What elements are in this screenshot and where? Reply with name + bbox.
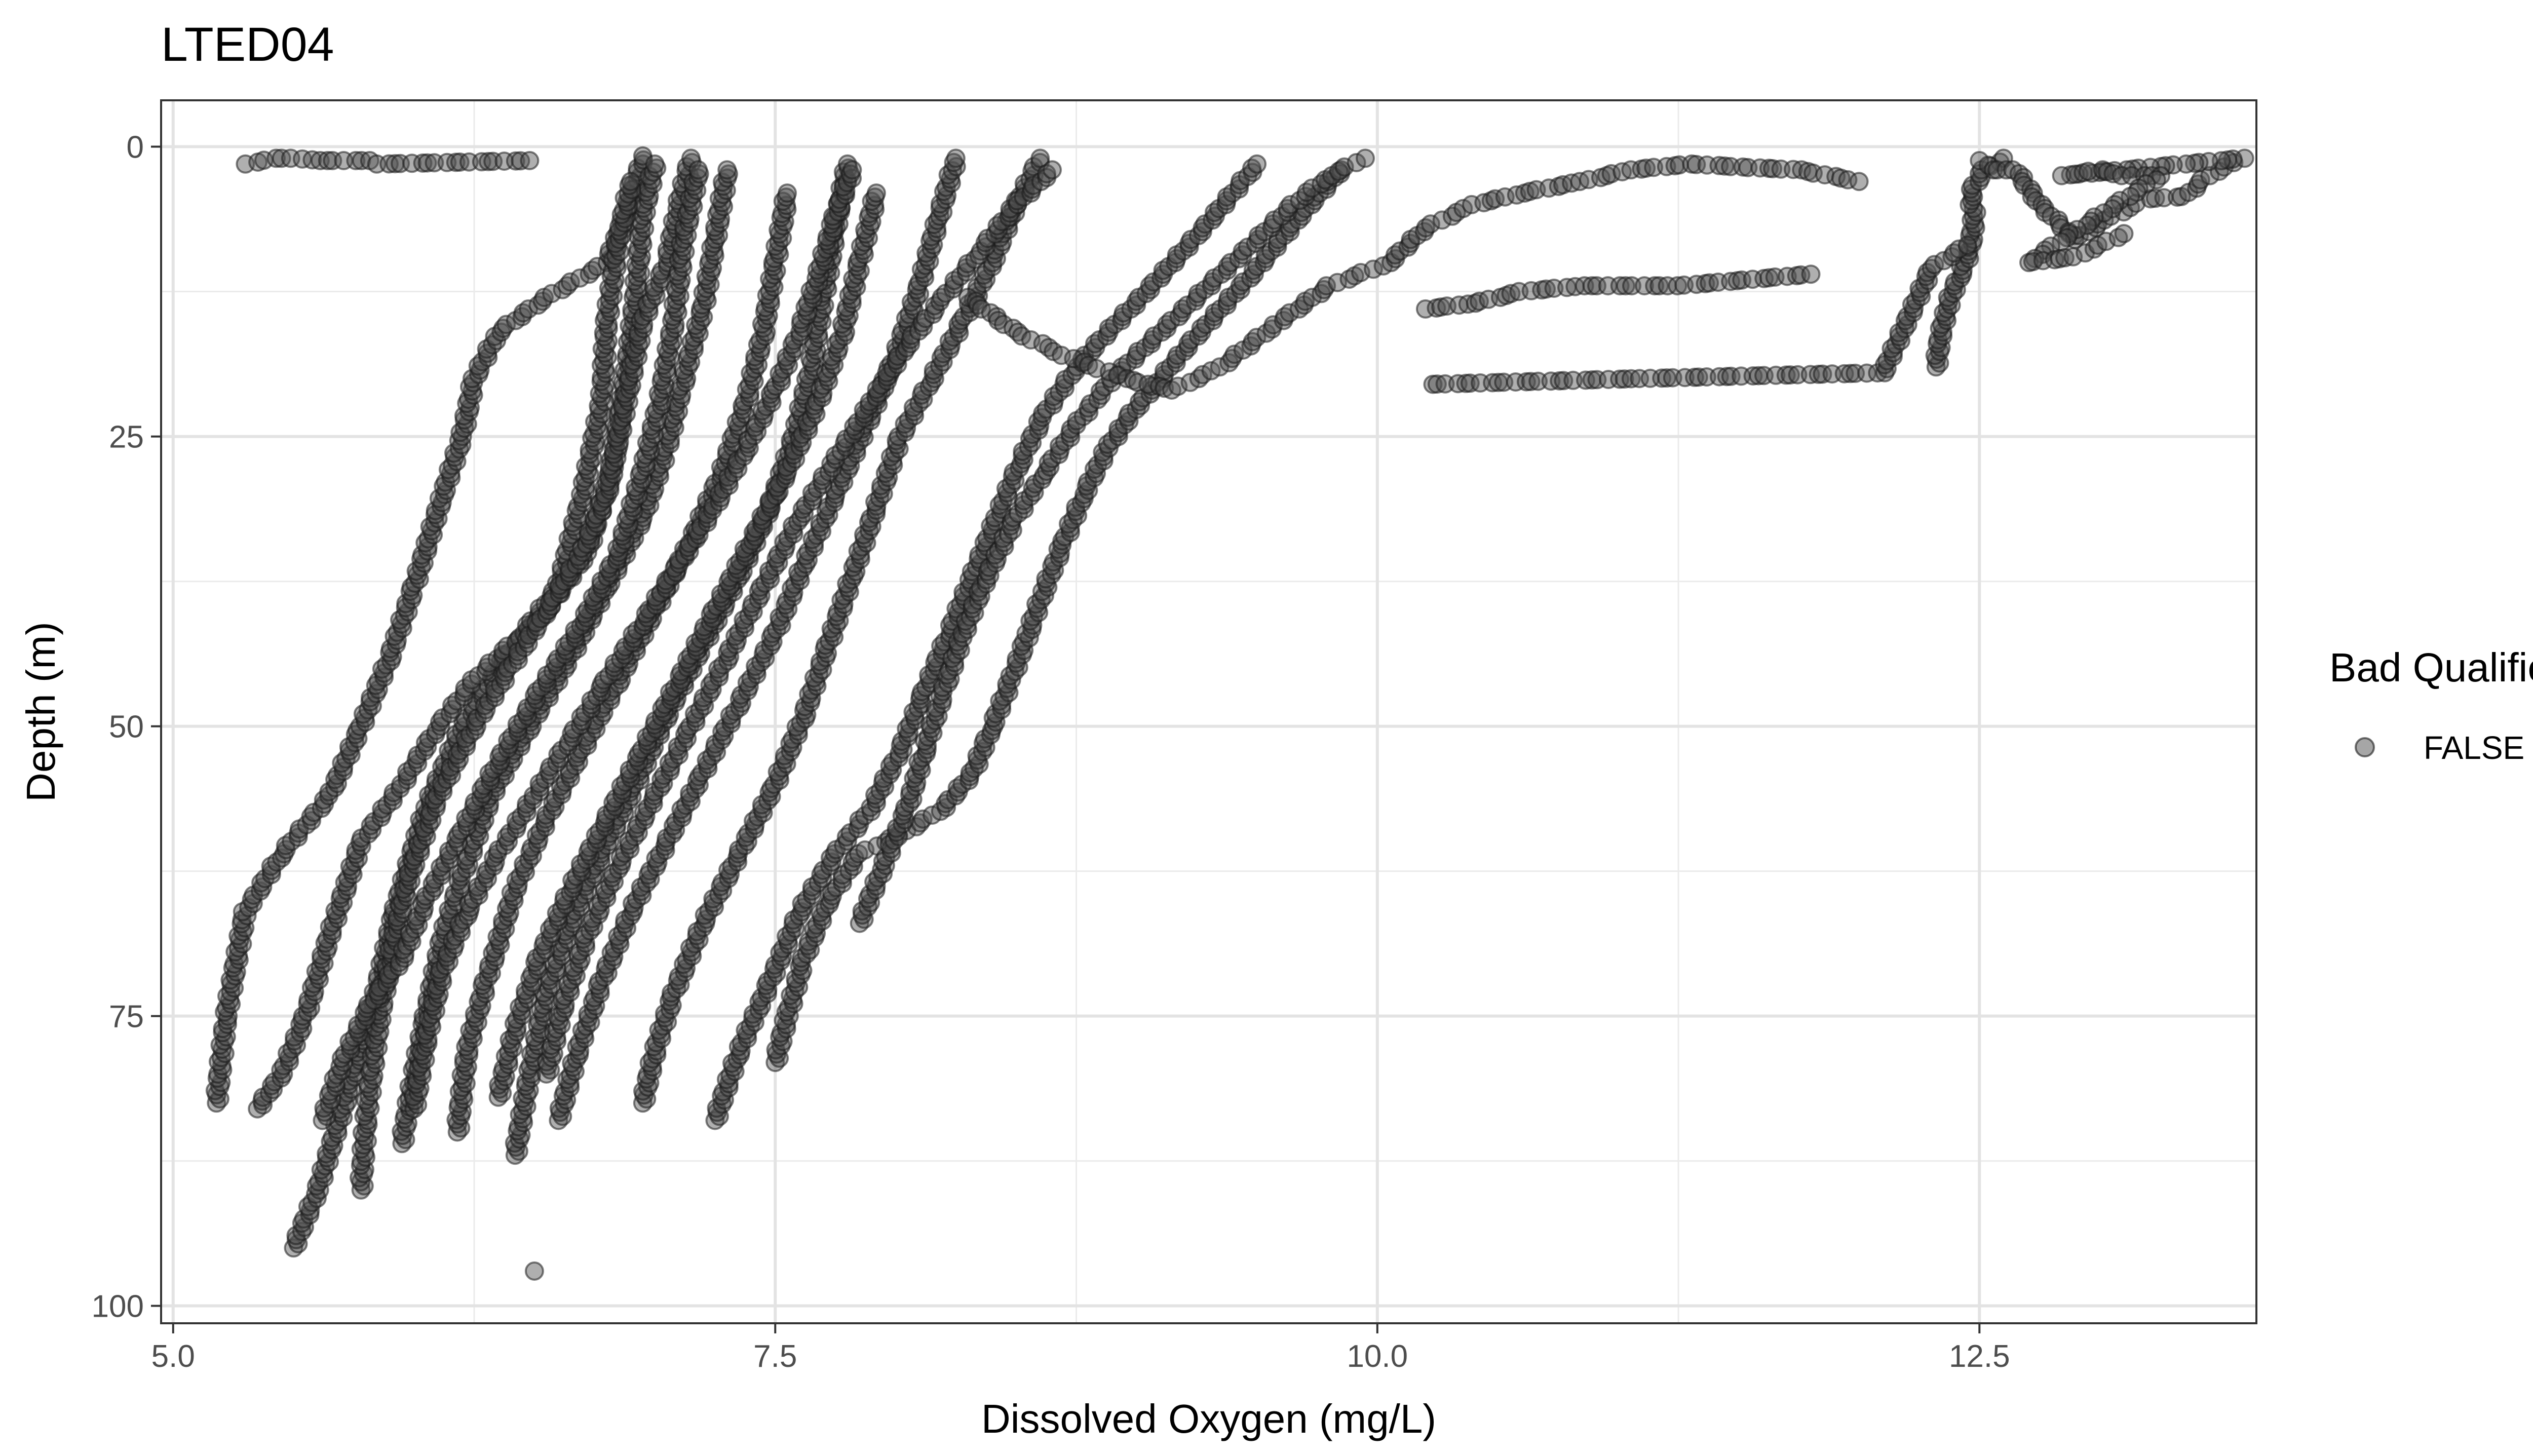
data-point — [1043, 160, 1062, 180]
data-point — [946, 148, 966, 168]
data-point — [1801, 264, 1821, 284]
x-tick-label: 10.0 — [1347, 1339, 1408, 1374]
y-axis-title: Depth (m) — [18, 622, 63, 802]
y-tick-label: 25 — [109, 420, 144, 455]
data-point — [560, 272, 580, 292]
data-point — [688, 160, 708, 180]
data-point — [1356, 148, 1375, 168]
grid-layer — [161, 100, 2256, 1323]
x-axis-title: Dissolved Oxygen (mg/L) — [981, 1396, 1436, 1441]
data-point — [866, 183, 886, 203]
y-tick-label: 100 — [92, 1289, 144, 1324]
y-axis: 0 25 50 75 100 — [92, 130, 161, 1324]
data-point — [520, 151, 540, 170]
y-tick-label: 0 — [127, 130, 144, 165]
y-tick-label: 75 — [109, 1000, 144, 1034]
y-tick-label: 50 — [109, 710, 144, 745]
x-tick-label: 7.5 — [753, 1339, 797, 1374]
data-point — [717, 160, 737, 180]
data-point — [645, 154, 665, 174]
legend-key-point — [2355, 737, 2375, 757]
legend-title: Bad Qualifier — [2329, 645, 2533, 690]
legend: Bad Qualifier FALSE — [2329, 645, 2533, 766]
x-tick-label: 12.5 — [1949, 1339, 2010, 1374]
data-point — [621, 172, 640, 191]
data-point — [1958, 236, 1977, 255]
data-point — [542, 284, 562, 303]
data-point — [778, 183, 797, 203]
data-point — [842, 160, 862, 180]
data-point — [524, 1261, 544, 1281]
points-layer — [205, 146, 2254, 1281]
data-point — [2114, 224, 2134, 244]
chart-title: LTED04 — [161, 18, 334, 71]
data-point — [1247, 154, 1267, 174]
data-point — [496, 315, 516, 334]
legend-label-false: FALSE — [2424, 730, 2524, 766]
data-point — [1849, 172, 1869, 191]
x-tick-label: 5.0 — [151, 1339, 195, 1374]
x-axis: 5.0 7.5 10.0 12.5 — [151, 1323, 2010, 1374]
